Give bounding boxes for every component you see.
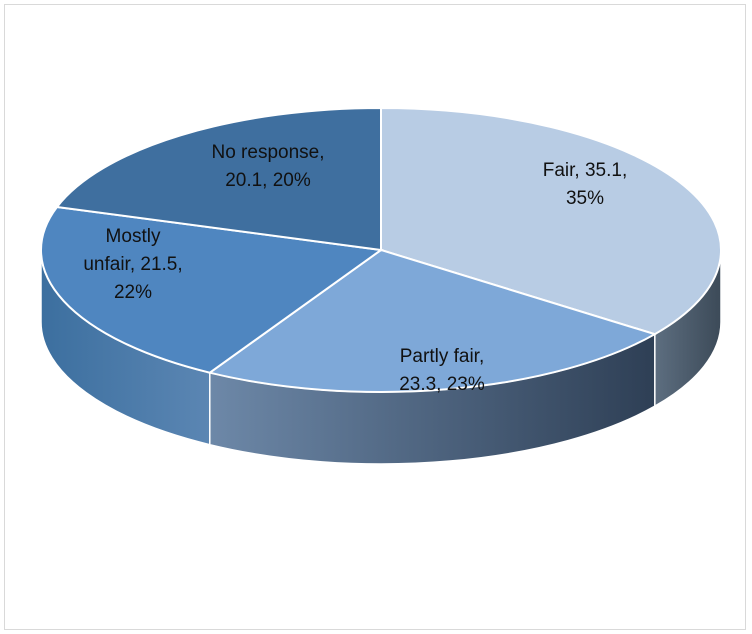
pie-slice-fair (380, 106, 722, 336)
data-label-fair: Fair, 35.1, 35% (543, 160, 628, 209)
pie-slice-no-response (55, 106, 382, 252)
data-label-partly-fair: Partly fair, 23.3, 23% (399, 346, 485, 395)
data-label-mostly-unfair: Mostly unfair, 21.5, 22% (83, 226, 182, 303)
data-label-no-response: No response, 20.1, 20% (211, 142, 324, 191)
pie-slice-partly-fair (207, 248, 658, 394)
pie-slice-mostly-unfair (40, 205, 384, 374)
